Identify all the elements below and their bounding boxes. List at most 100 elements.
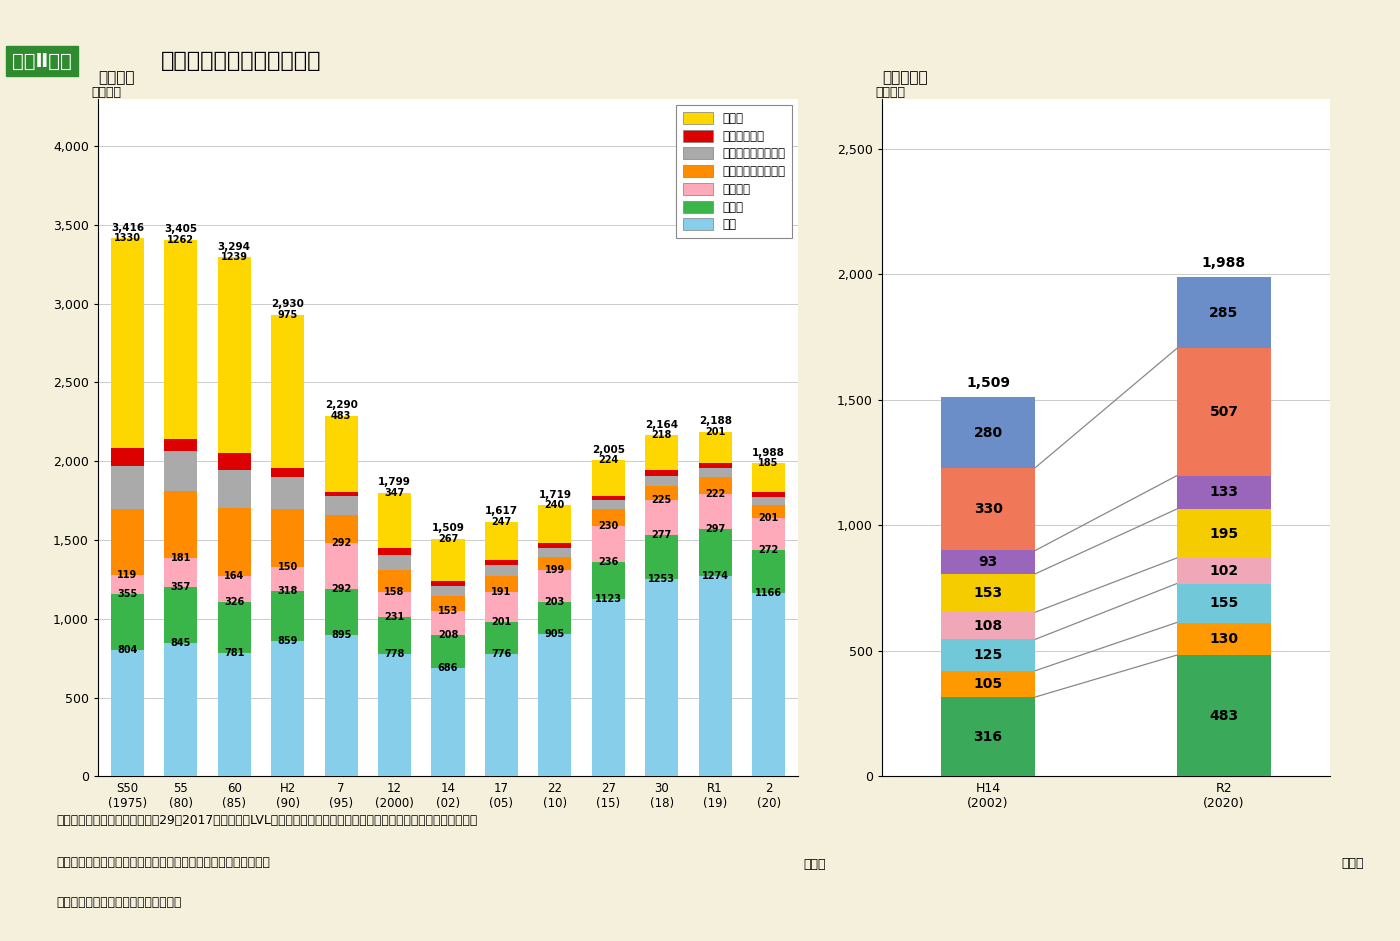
Bar: [645, 470, 679, 476]
Text: 280: 280: [973, 425, 1002, 439]
Text: 1,719: 1,719: [539, 490, 571, 500]
Text: 1,617: 1,617: [484, 506, 518, 516]
Text: 191: 191: [491, 587, 511, 598]
Text: （万㎥）: （万㎥）: [91, 86, 120, 99]
Text: 1330: 1330: [113, 233, 141, 243]
Text: 292: 292: [330, 584, 351, 595]
Bar: [217, 508, 251, 576]
Bar: [539, 505, 571, 543]
Bar: [431, 581, 465, 586]
Text: 277: 277: [651, 531, 672, 540]
Text: 1,988: 1,988: [1201, 256, 1246, 270]
Text: 3,416: 3,416: [111, 223, 144, 232]
Text: 2,188: 2,188: [699, 416, 732, 426]
Text: 181: 181: [171, 553, 190, 564]
Text: 845: 845: [171, 638, 190, 648]
Bar: [111, 594, 144, 649]
Text: 153: 153: [438, 606, 458, 616]
Text: 905: 905: [545, 629, 566, 639]
Bar: [752, 593, 785, 776]
Text: 272: 272: [759, 545, 778, 555]
Text: （年）: （年）: [804, 858, 826, 871]
Bar: [164, 439, 197, 452]
Text: 776: 776: [491, 649, 511, 659]
Bar: [272, 509, 304, 567]
Bar: [592, 460, 624, 496]
Bar: [111, 649, 144, 776]
Text: 778: 778: [385, 648, 405, 659]
Bar: [378, 617, 412, 654]
Bar: [539, 543, 571, 549]
Bar: [539, 633, 571, 776]
Bar: [164, 452, 197, 490]
Bar: [431, 612, 465, 635]
Bar: [164, 644, 197, 776]
Text: 125: 125: [973, 648, 1002, 662]
Text: 975: 975: [277, 310, 298, 320]
Bar: [325, 416, 357, 491]
Bar: [484, 565, 518, 576]
Bar: [272, 314, 304, 469]
Text: 804: 804: [118, 645, 137, 655]
Bar: [484, 521, 518, 561]
Text: 357: 357: [171, 582, 190, 592]
Text: 208: 208: [438, 630, 458, 641]
Text: 218: 218: [651, 430, 672, 440]
Bar: [645, 579, 679, 776]
Bar: [645, 436, 679, 470]
Text: その他用材、しいたけ原木、燃料材、輸出を含まない。）。: その他用材、しいたけ原木、燃料材、輸出を含まない。）。: [56, 856, 270, 869]
Bar: [378, 569, 412, 593]
Text: 国産材の素材生産量の推移: 国産材の素材生産量の推移: [161, 51, 322, 72]
Text: （万㎥）: （万㎥）: [875, 86, 904, 99]
Bar: [378, 554, 412, 569]
Bar: [111, 466, 144, 509]
Bar: [752, 518, 785, 550]
Bar: [645, 476, 679, 486]
Text: 102: 102: [1210, 564, 1239, 578]
Bar: [539, 601, 571, 633]
Bar: [272, 567, 304, 591]
Bar: [111, 448, 144, 466]
Bar: [484, 654, 518, 776]
Text: 203: 203: [545, 597, 566, 607]
Text: ＼全国］: ＼全国］: [98, 70, 134, 85]
Text: 222: 222: [706, 488, 725, 499]
Bar: [645, 535, 679, 579]
Bar: [941, 613, 1035, 639]
Bar: [325, 496, 357, 515]
Bar: [1177, 348, 1271, 476]
Text: 201: 201: [706, 426, 725, 437]
Bar: [431, 596, 465, 612]
Bar: [164, 587, 197, 644]
Text: 1,509: 1,509: [431, 523, 465, 533]
Bar: [111, 509, 144, 575]
Text: 158: 158: [385, 587, 405, 598]
Bar: [539, 557, 571, 570]
Text: 224: 224: [598, 455, 619, 466]
Text: 2,290: 2,290: [325, 400, 357, 410]
Bar: [272, 477, 304, 509]
Bar: [378, 493, 412, 548]
Text: 781: 781: [224, 648, 245, 659]
Text: 483: 483: [330, 410, 351, 421]
Bar: [217, 602, 251, 653]
Text: 285: 285: [1210, 306, 1239, 320]
Bar: [484, 622, 518, 654]
Bar: [217, 470, 251, 508]
Text: 108: 108: [973, 619, 1002, 632]
Text: 155: 155: [1210, 596, 1239, 610]
Bar: [325, 589, 357, 635]
Bar: [592, 526, 624, 562]
Bar: [164, 240, 197, 439]
Bar: [752, 463, 785, 492]
Text: 133: 133: [1210, 486, 1239, 500]
Text: 236: 236: [598, 557, 619, 567]
Text: 1,509: 1,509: [966, 376, 1011, 391]
Text: 230: 230: [598, 521, 619, 531]
Bar: [1177, 476, 1271, 509]
Bar: [111, 238, 144, 448]
Text: 105: 105: [973, 677, 1002, 691]
Text: 330: 330: [973, 502, 1002, 516]
Bar: [941, 574, 1035, 613]
Text: 1253: 1253: [648, 574, 675, 584]
